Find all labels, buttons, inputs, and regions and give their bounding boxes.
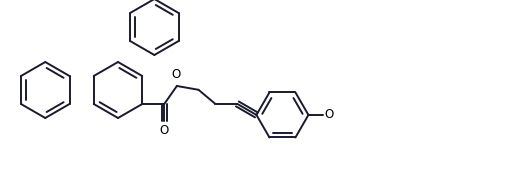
Text: O: O xyxy=(171,68,180,82)
Text: O: O xyxy=(159,123,169,136)
Text: O: O xyxy=(324,108,333,122)
